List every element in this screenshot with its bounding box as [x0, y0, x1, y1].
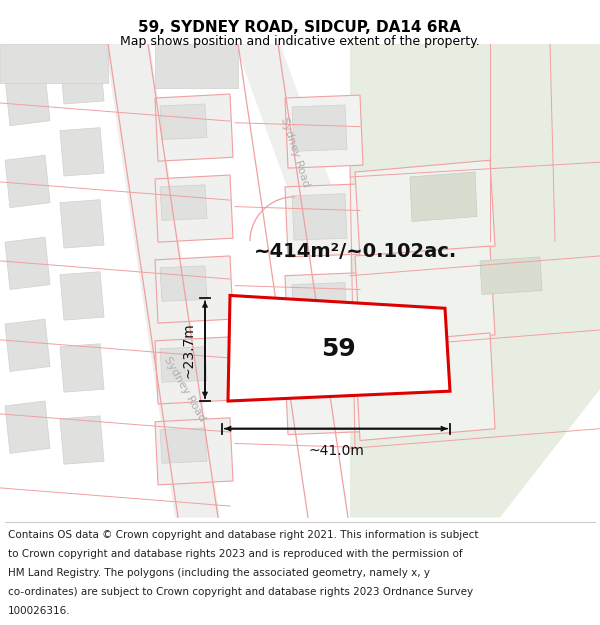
Polygon shape	[292, 282, 347, 329]
Polygon shape	[292, 105, 347, 151]
Text: Sydney Road: Sydney Road	[279, 116, 311, 189]
Polygon shape	[355, 333, 495, 441]
Polygon shape	[155, 94, 233, 161]
Polygon shape	[60, 272, 104, 320]
Text: Contains OS data © Crown copyright and database right 2021. This information is : Contains OS data © Crown copyright and d…	[8, 531, 478, 541]
Polygon shape	[60, 200, 104, 248]
Text: HM Land Registry. The polygons (including the associated geometry, namely x, y: HM Land Registry. The polygons (includin…	[8, 568, 430, 578]
Text: ~414m²/~0.102ac.: ~414m²/~0.102ac.	[253, 241, 457, 261]
Polygon shape	[355, 160, 495, 258]
Polygon shape	[5, 73, 50, 126]
Polygon shape	[480, 257, 542, 294]
Text: 59: 59	[321, 337, 356, 361]
Text: to Crown copyright and database rights 2023 and is reproduced with the permissio: to Crown copyright and database rights 2…	[8, 549, 463, 559]
Polygon shape	[155, 44, 238, 88]
Polygon shape	[60, 416, 104, 464]
Polygon shape	[285, 361, 363, 434]
Polygon shape	[5, 319, 50, 371]
Polygon shape	[285, 184, 363, 257]
Polygon shape	[285, 272, 363, 346]
Text: Map shows position and indicative extent of the property.: Map shows position and indicative extent…	[120, 36, 480, 48]
Polygon shape	[105, 44, 220, 518]
Polygon shape	[228, 296, 450, 401]
Polygon shape	[410, 172, 477, 221]
Polygon shape	[160, 185, 207, 221]
Polygon shape	[155, 175, 233, 242]
Polygon shape	[155, 256, 233, 323]
Text: co-ordinates) are subject to Crown copyright and database rights 2023 Ordnance S: co-ordinates) are subject to Crown copyr…	[8, 587, 473, 597]
Polygon shape	[350, 44, 600, 518]
Polygon shape	[0, 44, 108, 83]
Polygon shape	[5, 238, 50, 289]
Polygon shape	[155, 418, 233, 485]
Polygon shape	[60, 56, 104, 104]
Text: 100026316.: 100026316.	[8, 606, 70, 616]
Text: 59, SYDNEY ROAD, SIDCUP, DA14 6RA: 59, SYDNEY ROAD, SIDCUP, DA14 6RA	[139, 20, 461, 35]
Polygon shape	[285, 95, 363, 168]
Polygon shape	[160, 347, 207, 382]
Polygon shape	[60, 127, 104, 176]
Polygon shape	[235, 44, 350, 236]
Polygon shape	[155, 337, 233, 404]
Polygon shape	[160, 266, 207, 301]
Polygon shape	[160, 428, 207, 463]
Polygon shape	[355, 246, 495, 345]
Text: Sydney Road: Sydney Road	[163, 355, 208, 423]
Polygon shape	[160, 104, 207, 139]
Polygon shape	[292, 194, 347, 240]
Text: ~41.0m: ~41.0m	[308, 444, 364, 459]
Polygon shape	[60, 344, 104, 392]
Polygon shape	[5, 155, 50, 208]
Text: ~23.7m: ~23.7m	[181, 322, 195, 378]
Polygon shape	[5, 401, 50, 453]
